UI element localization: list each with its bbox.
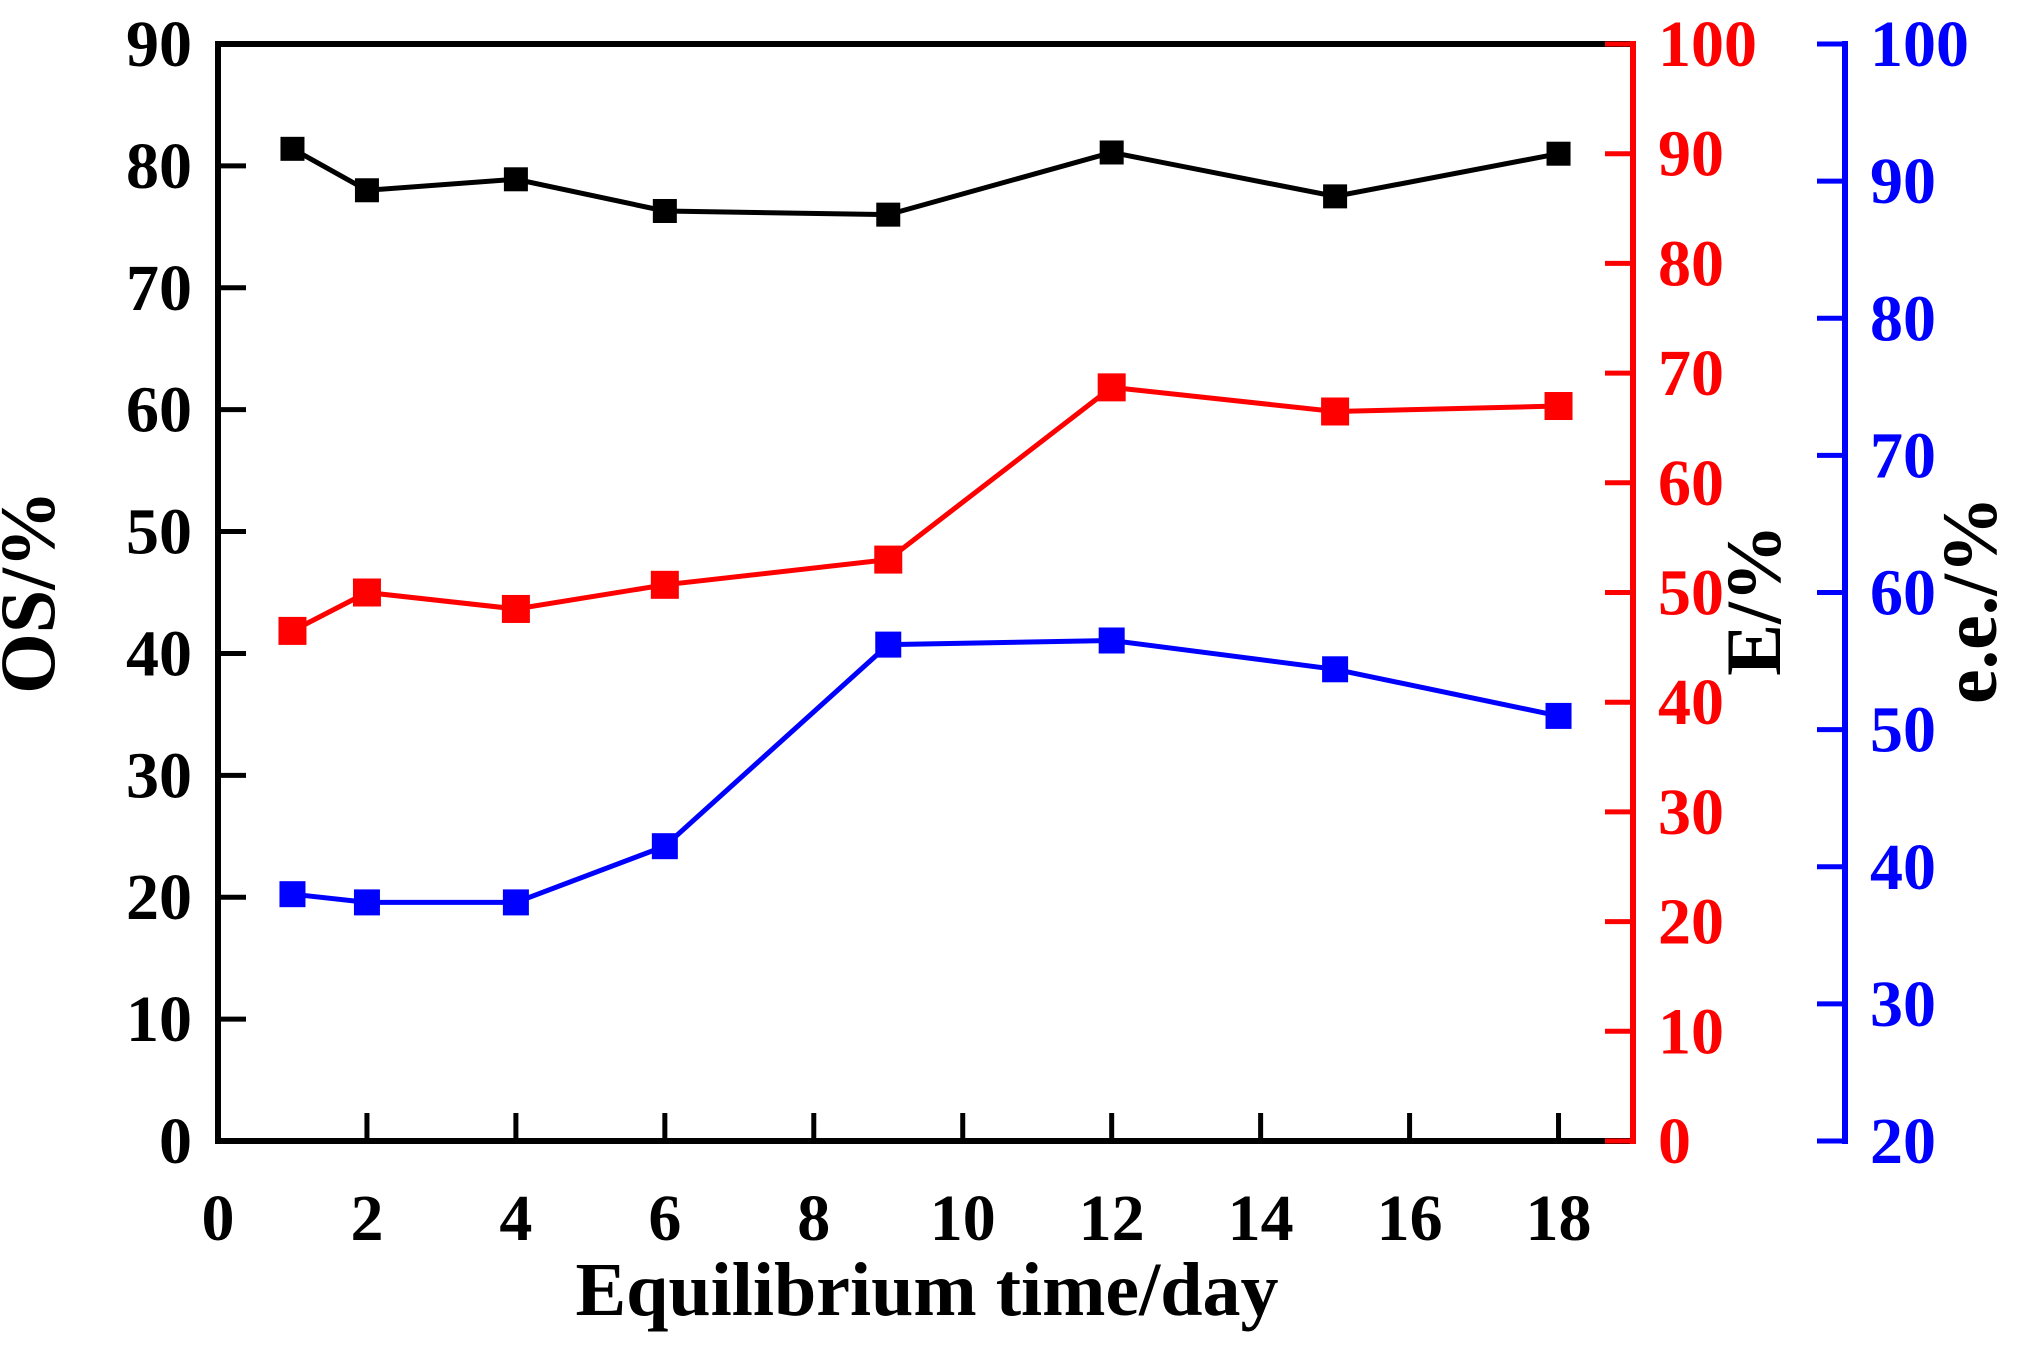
x-axis-tick-label: 8: [797, 1182, 830, 1255]
series-line: [292, 637, 1560, 905]
data-point-marker: [352, 578, 381, 607]
data-point-marker: [875, 631, 902, 658]
right-inner-axis-tick-label: 60: [1658, 447, 1724, 520]
x-axis-tick-label: 4: [499, 1182, 532, 1255]
right-inner-axis-tick-label: 0: [1658, 1105, 1691, 1178]
x-axis-tick-label: 10: [930, 1182, 996, 1255]
right-outer-axis-tick-label: 30: [1870, 968, 1936, 1041]
data-point-marker: [278, 616, 307, 645]
x-axis-tick-label: 14: [1228, 1182, 1294, 1255]
right-inner-axis-tick-label: 70: [1658, 337, 1724, 410]
right-inner-axis-title: E/%: [1710, 524, 1797, 676]
right-inner-axis-tick-label: 50: [1658, 557, 1724, 630]
x-axis-title: Equilibrium time/day: [575, 1248, 1278, 1332]
data-point-marker: [876, 202, 901, 227]
right-outer-axis-tick-label: 70: [1870, 419, 1936, 492]
right-inner-axis-tick-label: 10: [1658, 995, 1724, 1068]
left-axis-tick-label: 60: [126, 374, 192, 447]
right-outer-axis-title: e.e./%: [1926, 496, 2013, 704]
series-line: [291, 146, 1559, 218]
series-os: [280, 136, 1571, 227]
right-outer-axis-tick-label: 80: [1870, 282, 1936, 355]
right-outer-axis-tick-label: 20: [1870, 1105, 1936, 1178]
x-axis-tick-label: 12: [1079, 1182, 1145, 1255]
data-point-marker: [1546, 141, 1571, 166]
series-line: [291, 384, 1559, 634]
data-point-marker: [652, 198, 677, 223]
left-axis-tick-label: 0: [159, 1105, 192, 1178]
data-point-marker: [1321, 397, 1350, 426]
x-axis-tick-label: 0: [202, 1182, 235, 1255]
data-point-marker: [1099, 140, 1124, 165]
data-point-marker: [1322, 656, 1349, 683]
right-inner-axis-tick-label: 20: [1658, 886, 1724, 959]
right-inner-axis-tick-label: 100: [1658, 8, 1757, 81]
series-e: [278, 373, 1573, 645]
right-outer-axis-tick-label: 100: [1870, 8, 1969, 81]
left-axis-tick-label: 70: [126, 252, 192, 325]
data-point-marker: [1097, 373, 1126, 402]
right-inner-axis-tick-label: 90: [1658, 118, 1724, 191]
data-point-marker: [279, 881, 306, 908]
right-outer-axis-tick-label: 50: [1870, 694, 1936, 767]
right-outer-axis-tick-label: 60: [1870, 557, 1936, 630]
x-axis-tick-label: 6: [648, 1182, 681, 1255]
data-point-marker: [354, 178, 379, 203]
chart-generated-content: 0 10 20 30 40 50 60 70 80 90 0 2 4 6 8 10 12 14 16 18 0 10 20 3…: [126, 8, 1969, 1255]
left-axis-tick-label: 20: [126, 861, 192, 934]
x-axis-tick-label: 2: [350, 1182, 383, 1255]
data-point-marker: [503, 167, 528, 192]
data-point-marker: [1098, 627, 1125, 654]
right-inner-axis-tick-label: 40: [1658, 666, 1724, 739]
right-inner-axis-tick-label: 30: [1658, 776, 1724, 849]
left-axis-tick-label: 80: [126, 130, 192, 203]
x-axis-tick-label: 16: [1377, 1182, 1443, 1255]
right-outer-axis-tick-label: 90: [1870, 145, 1936, 218]
data-point-marker: [1544, 392, 1573, 421]
data-point-marker: [502, 889, 529, 916]
data-point-marker: [651, 833, 678, 860]
left-axis-tick-label: 30: [126, 739, 192, 812]
data-point-marker: [353, 889, 380, 916]
data-point-marker: [501, 594, 530, 623]
series-ee: [279, 627, 1572, 916]
data-point-marker: [280, 136, 305, 161]
data-point-marker: [1545, 702, 1572, 729]
x-axis-tick-label: 18: [1526, 1182, 1592, 1255]
left-axis-tick-label: 50: [126, 496, 192, 569]
left-axis-tick-label: 40: [126, 617, 192, 690]
data-point-marker: [874, 545, 903, 574]
left-axis-tick-label: 90: [126, 8, 192, 81]
data-point-marker: [1323, 184, 1348, 209]
data-point-marker: [650, 570, 679, 599]
right-outer-axis-tick-label: 40: [1870, 831, 1936, 904]
left-axis-title: OS/%: [0, 490, 71, 694]
right-inner-axis-tick-label: 80: [1658, 227, 1724, 300]
left-axis-tick-label: 10: [126, 983, 192, 1056]
